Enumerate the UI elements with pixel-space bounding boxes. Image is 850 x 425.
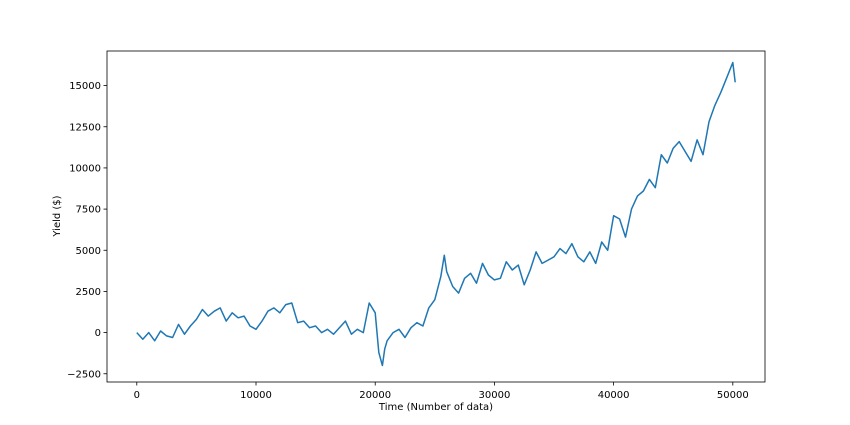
y-tick-label: 10000 [69,163,101,174]
y-axis: −2500 0 2500 5000 7500 10000 12500 15000 [67,81,107,380]
x-tick-label: 30000 [479,390,511,401]
x-axis-label: Time (Number of data) [378,402,493,413]
x-tick-label: 40000 [598,390,630,401]
x-tick-label: 50000 [717,390,749,401]
y-tick-label: 7500 [76,205,101,216]
y-tick-label: 15000 [69,81,101,92]
x-tick-label: 0 [134,390,140,401]
plot-area [136,61,736,367]
y-axis-label: Yield ($) [52,195,63,237]
y-tick-label: −2500 [67,369,101,380]
y-tick-label: 5000 [76,246,101,257]
axes-frame [106,50,766,383]
series-line-0 [136,61,736,367]
x-axis: 0 10000 20000 30000 40000 50000 [134,382,749,401]
x-tick-label: 20000 [359,390,391,401]
y-tick-label: 0 [95,328,101,339]
x-tick-label: 10000 [240,390,272,401]
y-tick-label: 12500 [69,122,101,133]
y-tick-label: 2500 [76,287,101,298]
